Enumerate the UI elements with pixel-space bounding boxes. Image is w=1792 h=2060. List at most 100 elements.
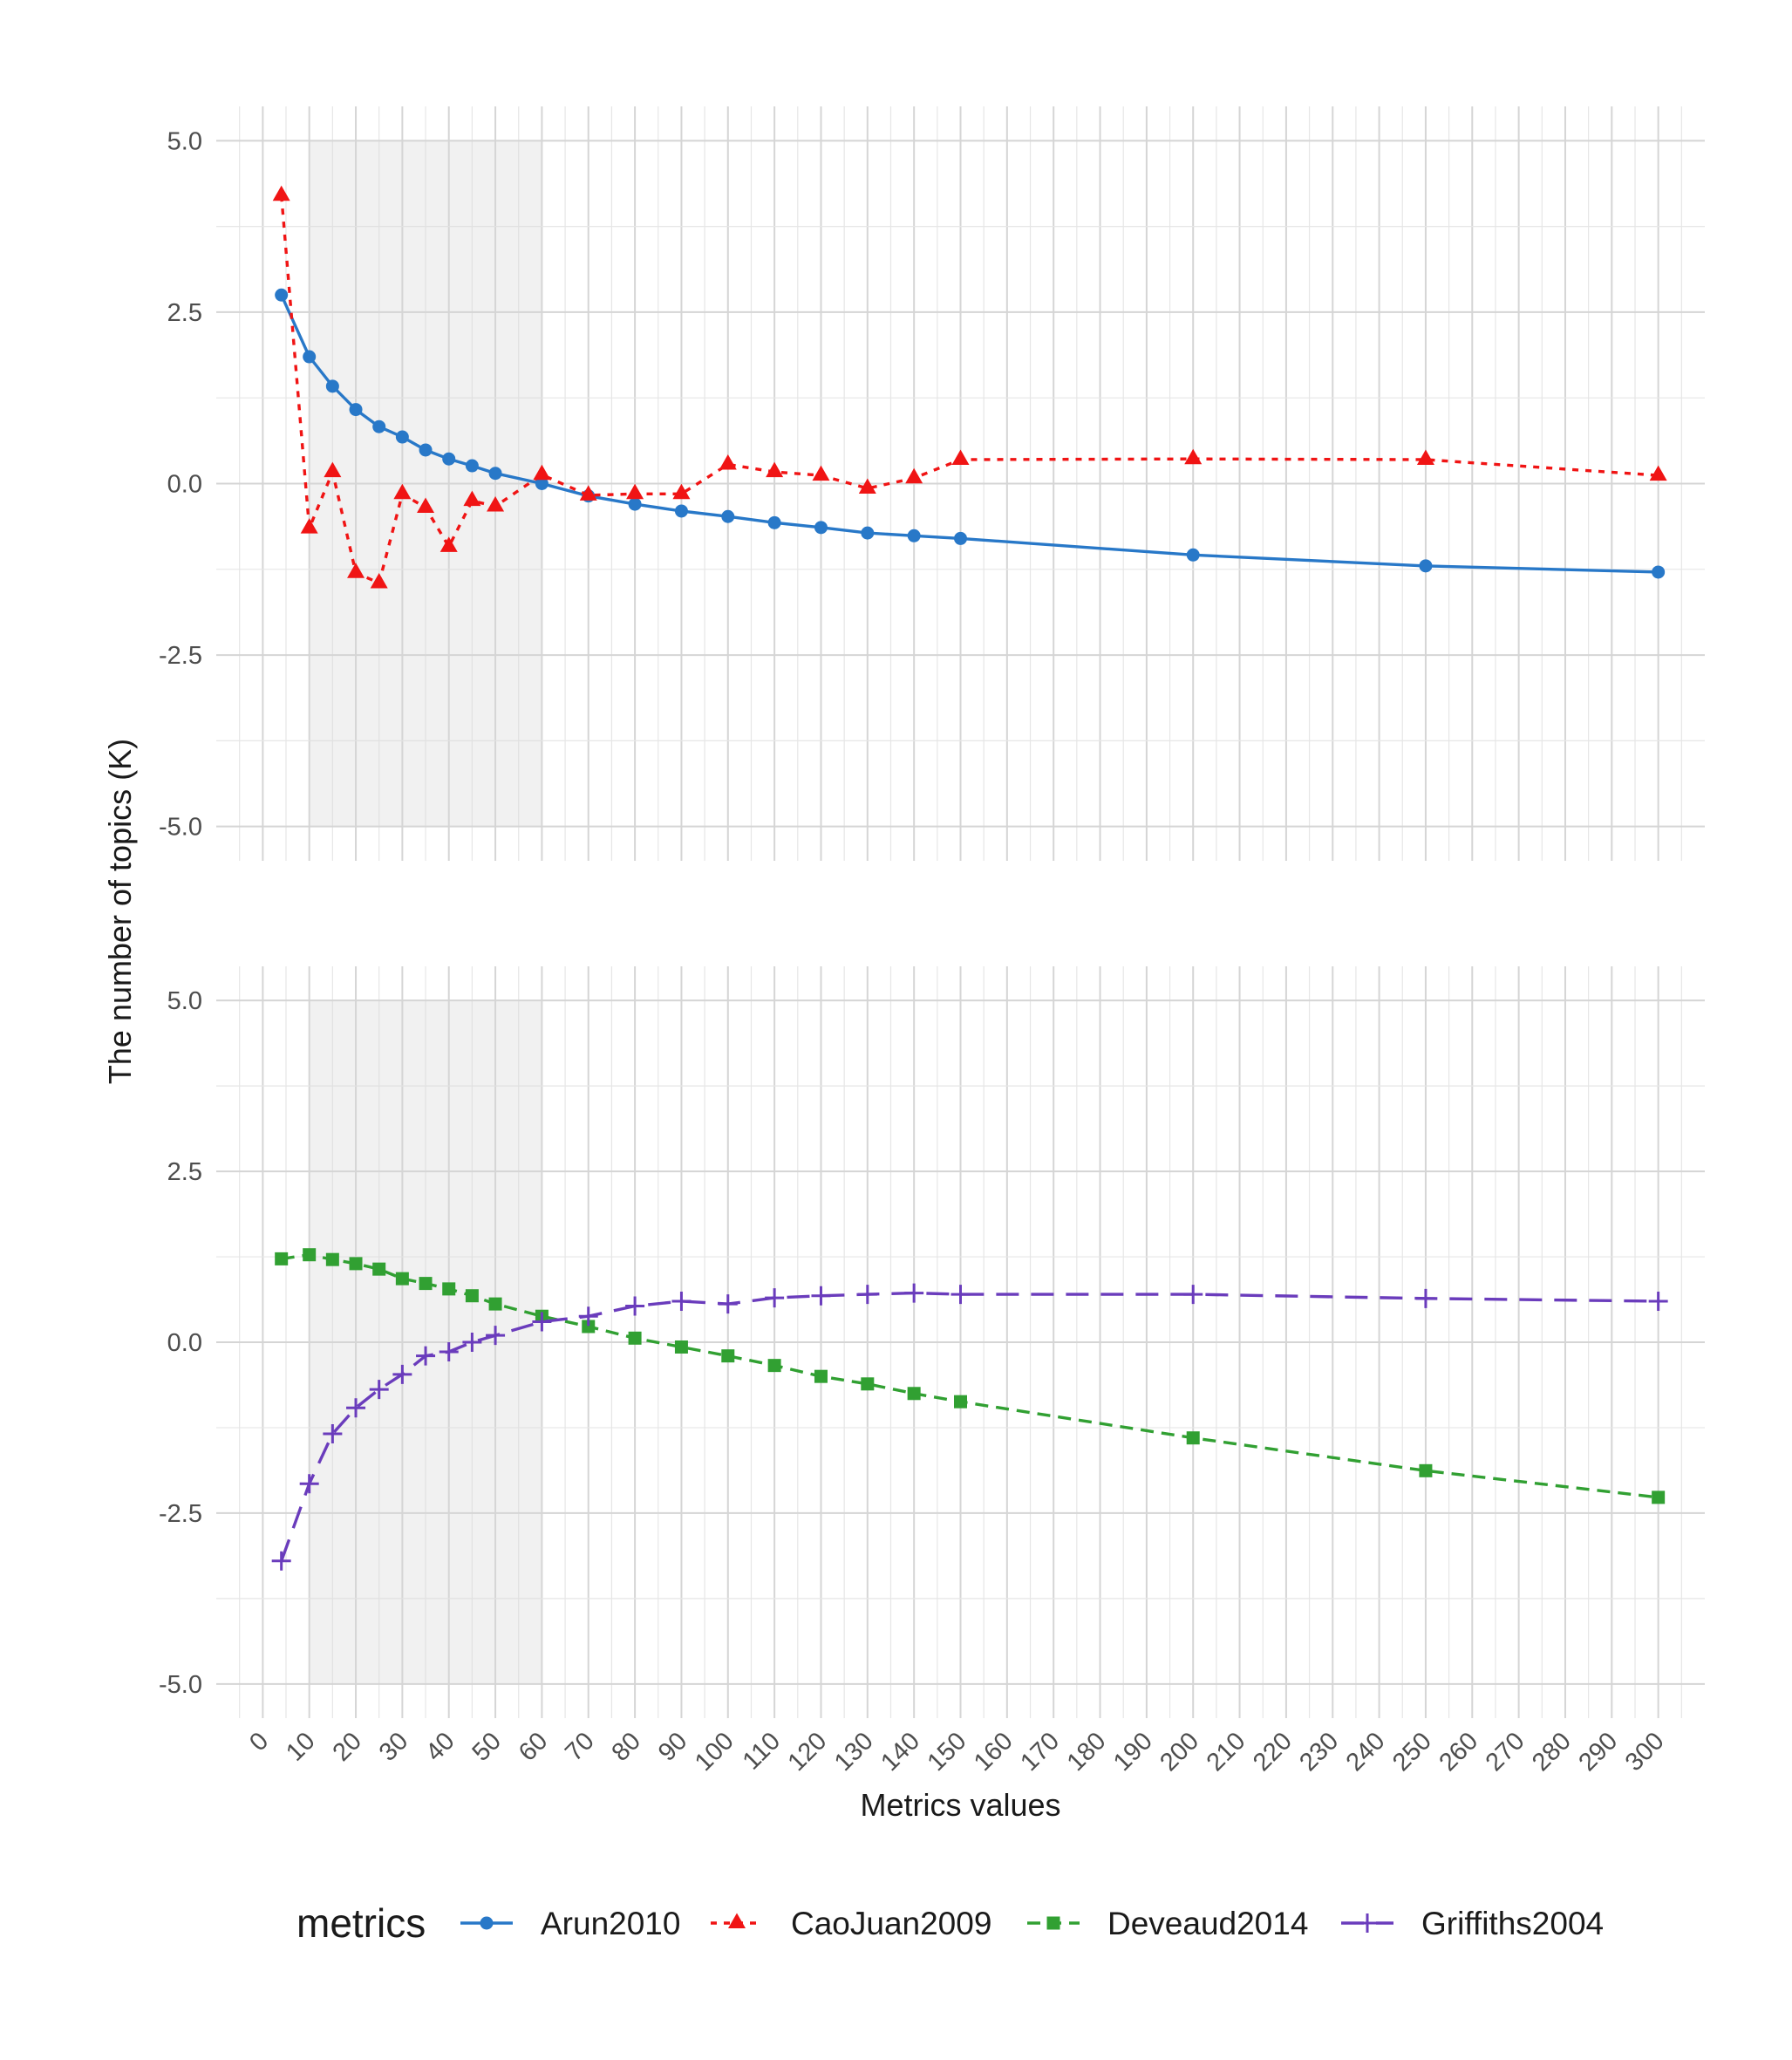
x-tick-label: 230 [1294,1727,1344,1777]
legend-label: Arun2010 [541,1906,680,1941]
data-point-Griffiths2004 [532,1312,552,1332]
top-panel: 5.0 2.5 0.0 -2.5 -5.0 [159,106,1705,861]
data-point-Griffiths2004 [765,1288,785,1308]
legend-label: CaoJuan2009 [791,1906,991,1941]
legend-title: metrics [296,1900,426,1946]
data-point-Arun2010 [275,288,289,302]
legend-entry-Deveaud2014: Deveaud2014 [1027,1906,1308,1941]
x-tick-label: 90 [653,1727,692,1766]
data-point-CaoJuan2009 [439,536,458,552]
x-tick-label: 300 [1620,1727,1670,1777]
data-point-Deveaud2014 [674,1340,688,1354]
x-tick-label: 0 [244,1727,274,1756]
data-point-CaoJuan2009 [324,461,342,478]
data-point-CaoJuan2009 [672,483,691,500]
data-point-Griffiths2004 [462,1333,482,1352]
y-tick-label: 2.5 [167,1158,202,1186]
data-point-CaoJuan2009 [487,495,505,512]
data-point-Deveaud2014 [1652,1490,1666,1504]
x-tick-label: 60 [514,1727,553,1766]
y-tick-label: -2.5 [159,642,202,670]
y-tick-label: 0.0 [167,1329,202,1357]
x-tick-label: 10 [281,1727,320,1766]
data-point-Griffiths2004 [1415,1288,1435,1308]
legend-entry-Arun2010: Arun2010 [460,1906,680,1941]
data-point-Arun2010 [674,504,688,518]
data-point-Griffiths2004 [1183,1285,1203,1305]
data-point-Deveaud2014 [628,1331,642,1345]
x-tick-label: 210 [1202,1727,1251,1777]
data-point-CaoJuan2009 [1649,465,1667,481]
data-point-CaoJuan2009 [812,465,830,481]
x-tick-label: 150 [923,1727,972,1777]
data-point-Griffiths2004 [625,1296,645,1316]
x-tick-label: 180 [1062,1727,1112,1777]
legend-label: Deveaud2014 [1107,1906,1308,1941]
data-point-Griffiths2004 [857,1285,877,1305]
series-Griffiths2004 [271,1283,1668,1571]
data-point-Griffiths2004 [323,1424,343,1444]
data-point-Arun2010 [767,515,781,529]
y-axis-title: The number of topics (K) [102,739,138,1084]
data-point-Griffiths2004 [369,1380,389,1400]
data-point-CaoJuan2009 [905,467,923,484]
data-point-Griffiths2004 [299,1474,319,1494]
data-point-Deveaud2014 [721,1349,735,1363]
data-point-Griffiths2004 [346,1398,366,1418]
legend-key-marker [480,1916,494,1930]
data-point-Deveaud2014 [465,1289,479,1303]
data-point-Deveaud2014 [372,1262,386,1276]
data-point-Griffiths2004 [671,1291,692,1311]
data-point-Deveaud2014 [861,1377,875,1391]
data-point-Arun2010 [465,459,479,473]
x-tick-label: 190 [1108,1727,1158,1777]
data-point-Deveaud2014 [488,1297,502,1311]
bottom-panel: 5.0 2.5 0.0 -2.5 -5.0 [159,966,1705,1718]
x-tick-label: 140 [876,1727,925,1777]
x-tick-label: 110 [738,1727,786,1775]
legend-label: Griffiths2004 [1421,1906,1604,1941]
data-point-Arun2010 [488,467,502,481]
y-tick-label: 5.0 [167,127,202,155]
data-point-Deveaud2014 [814,1369,828,1383]
data-point-Griffiths2004 [578,1306,598,1327]
x-tick-label: 30 [374,1727,413,1766]
legend-key-marker [1358,1913,1377,1933]
data-point-Arun2010 [349,403,363,417]
data-point-Deveaud2014 [349,1257,363,1271]
x-tick-label: 120 [783,1727,833,1777]
bottom-grid [216,966,1705,1718]
legend: metrics Arun2010 CaoJuan2009 Deveaud2014 Gri… [296,1900,1604,1946]
x-axis-ticks: 0 10 20 30 40 50 60 70 80 90100110120130140150160… [244,1727,1669,1777]
data-point-Deveaud2014 [954,1395,967,1409]
data-point-Deveaud2014 [303,1248,317,1262]
highlight-band [309,1000,542,1684]
y-tick-label: -5.0 [159,814,202,842]
data-point-Griffiths2004 [718,1294,738,1314]
data-point-Arun2010 [535,477,549,490]
data-point-CaoJuan2009 [300,518,318,534]
data-point-CaoJuan2009 [766,461,784,478]
data-point-CaoJuan2009 [533,464,551,481]
data-point-Arun2010 [814,521,828,535]
data-point-Griffiths2004 [811,1286,831,1306]
x-tick-label: 170 [1015,1727,1065,1777]
x-tick-label: 70 [560,1727,599,1766]
data-point-Arun2010 [419,443,433,457]
data-point-Deveaud2014 [767,1359,781,1373]
data-point-CaoJuan2009 [1184,448,1203,465]
y-tick-label: -2.5 [159,1500,202,1528]
data-point-Arun2010 [628,497,642,511]
series-Deveaud2014 [275,1248,1666,1504]
data-point-Deveaud2014 [1186,1431,1200,1445]
x-tick-label: 250 [1387,1727,1437,1777]
bottom-y-ticks: 5.0 2.5 0.0 -2.5 -5.0 [159,987,202,1699]
data-point-Deveaud2014 [275,1252,289,1265]
legend-key-marker [1046,1916,1060,1930]
data-point-CaoJuan2009 [951,449,970,465]
data-point-Griffiths2004 [486,1326,506,1346]
data-point-Arun2010 [442,452,456,466]
data-point-Arun2010 [1652,565,1666,579]
legend-entry-Griffiths2004: Griffiths2004 [1341,1906,1604,1941]
top-y-ticks: 5.0 2.5 0.0 -2.5 -5.0 [159,127,202,841]
